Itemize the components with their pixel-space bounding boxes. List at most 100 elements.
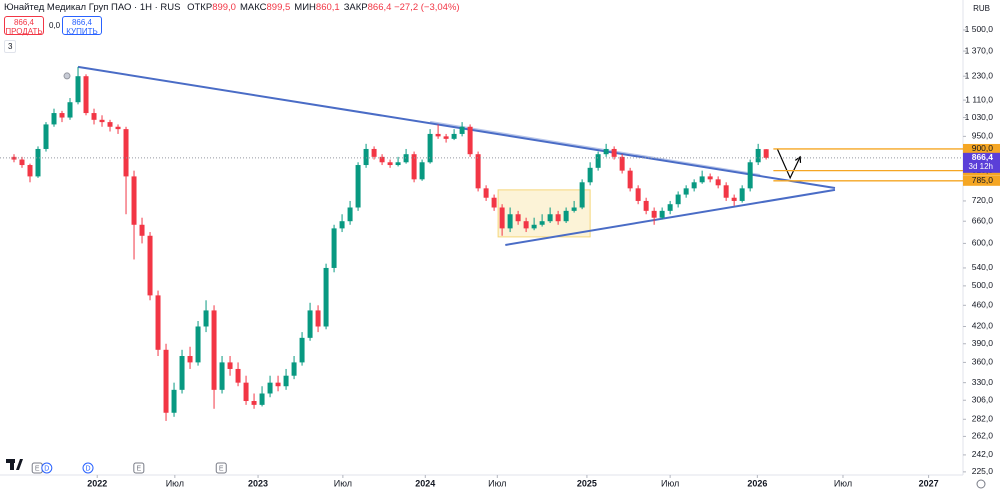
settings-icon[interactable] (976, 479, 986, 489)
candle-body (627, 170, 633, 189)
change: −27,2 (−3,04%) (394, 2, 460, 13)
event-marker: D (41, 462, 53, 474)
y-tick-label: 360,0 (972, 357, 994, 367)
y-tick-label: 282,0 (972, 414, 994, 424)
currency[interactable]: RUB (973, 4, 990, 13)
candle-body (107, 122, 113, 127)
candle-body (651, 210, 657, 218)
candle-body (387, 162, 393, 166)
sell-button[interactable]: 866,4 ПРОДАТЬ (4, 16, 44, 36)
event-marker: E (31, 462, 43, 474)
indicator-toggle[interactable]: 3 (4, 40, 17, 53)
x-tick-label: Июл (334, 478, 352, 488)
candle-body (499, 207, 505, 229)
event-label: E (219, 465, 224, 472)
candle-body (419, 162, 425, 180)
candle-body (523, 221, 529, 229)
level-label: 785,0 (972, 175, 994, 185)
candle-body (291, 362, 297, 376)
candle-body (267, 382, 273, 394)
candle-body (355, 165, 361, 208)
candle-body (363, 148, 369, 166)
event-marker: E (133, 462, 145, 474)
candle-body (91, 113, 97, 120)
candle-body (747, 162, 753, 189)
candle-body (443, 136, 449, 139)
candle-body (75, 76, 81, 103)
current-price-bg (963, 152, 1000, 173)
candle-body (403, 154, 409, 163)
candle-body (315, 310, 321, 327)
candle-body (243, 382, 249, 402)
ohlc-value: 899,5 (266, 2, 291, 13)
tv-logo (6, 459, 23, 470)
event-marker: D (82, 462, 94, 474)
ohlc-value: 860,1 (315, 2, 340, 13)
candle-body (459, 126, 465, 134)
candle-body (715, 179, 721, 186)
y-tick-label: 950,0 (972, 131, 994, 141)
event-badge (41, 462, 53, 474)
legend: Юнайтед Медикал Груп ПАО · 1Н · RUS ОТКР… (4, 2, 460, 13)
line-handle (63, 72, 71, 80)
sell-price: 866,4 (13, 18, 35, 27)
trend-line (505, 188, 836, 246)
y-tick-label: 600,0 (972, 238, 994, 248)
countdown: 3d 12h (969, 162, 993, 171)
candle-body (347, 207, 353, 222)
candle-body (35, 148, 41, 177)
candle-body (139, 224, 145, 236)
candle-body (323, 267, 329, 327)
candle-body (51, 113, 57, 125)
candle-body (219, 362, 225, 390)
event-label: E (136, 465, 141, 472)
candle-body (59, 113, 65, 118)
candle-body (667, 204, 673, 211)
candle-body (587, 167, 593, 183)
event-badge (133, 462, 145, 474)
candle-body (739, 188, 745, 201)
buy-price: 866,4 (71, 18, 93, 27)
y-tick-label: 420,0 (972, 321, 994, 331)
candle-body (299, 337, 305, 363)
candle-body (235, 368, 241, 383)
candle-body (691, 182, 697, 189)
candle-body (643, 200, 649, 211)
arrow-head (794, 155, 802, 163)
event-badge (82, 462, 94, 474)
y-tick-label: 500,0 (972, 280, 994, 290)
candle-body (395, 162, 401, 166)
candle-body (27, 165, 33, 177)
candle-body (763, 149, 769, 158)
candle-body (707, 176, 713, 180)
candle-body (171, 389, 177, 413)
y-tick-label: 1 230,0 (965, 70, 994, 80)
spread: 0,0 (49, 21, 61, 30)
candle-body (515, 214, 521, 222)
candle-body (475, 154, 481, 189)
buy-button[interactable]: 866,4 КУПИТЬ (62, 16, 102, 36)
y-tick-label: 460,0 (972, 300, 994, 310)
candle-body (555, 214, 561, 222)
candle-body (675, 194, 681, 205)
y-tick-label: 1 370,0 (965, 45, 994, 55)
x-tick-label: 2027 (919, 478, 939, 488)
arrow-path (776, 148, 801, 180)
candle-body (723, 185, 729, 198)
y-tick-label: 330,0 (972, 377, 994, 387)
candle-body (595, 154, 601, 168)
sell-label: ПРОДАТЬ (5, 27, 43, 36)
trend-line (429, 120, 761, 176)
ohlc-value: 899,0 (212, 2, 236, 13)
candle-body (483, 188, 489, 198)
candle-body (435, 133, 441, 137)
candle-body (451, 133, 457, 139)
level-label-bg (963, 143, 1000, 154)
ohlc-key: ОТКР (187, 2, 213, 13)
candle-body (203, 310, 209, 327)
candle-body (123, 129, 129, 177)
y-tick-label: 242,0 (972, 449, 994, 459)
y-tick-label: 1 030,0 (965, 112, 994, 122)
candle-body (491, 197, 497, 208)
candle-body (251, 401, 257, 405)
